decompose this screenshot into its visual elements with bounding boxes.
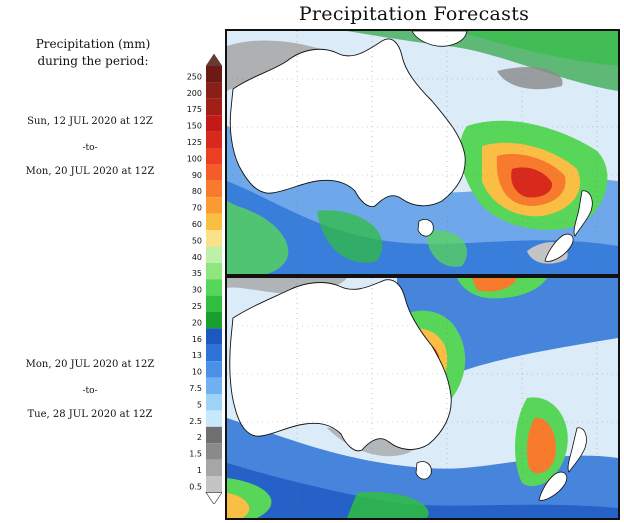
legend-title-line2: during the period: [37,54,149,68]
scale-swatch [206,361,222,378]
scale-swatch [206,213,222,230]
scale-swatch [206,66,222,83]
precipitation-color-scale: 2502001751501251009080706050403530252016… [187,53,222,504]
scale-swatch [206,115,222,132]
legend-title-line1: Precipitation (mm) [35,37,151,51]
scale-label: 50 [192,236,202,245]
scale-label: 10 [192,368,202,377]
period-2-start: Mon, 20 JUL 2020 at 12Z [25,359,155,370]
scale-label: 100 [187,154,202,163]
scale-label: 2.5 [189,417,202,426]
period-1-start: Sun, 12 JUL 2020 at 12Z [27,116,153,127]
scale-swatch [206,98,222,116]
scale-swatch [206,82,222,99]
scale-swatch [206,410,222,427]
scale-label: 5 [197,400,202,409]
period-1-label: Sun, 12 JUL 2020 at 12Z -to- Mon, 20 JUL… [10,116,170,178]
scale-swatch [206,426,222,444]
scale-label: 250 [187,72,202,81]
scale-label: 1 [197,466,202,475]
scale-top-arrow [205,53,222,67]
scale-label: 200 [187,89,202,98]
scale-label: 150 [187,122,202,131]
scale-label: 60 [192,220,202,229]
scale-swatch [206,394,222,411]
scale-label: 90 [192,171,202,180]
forecast-map-period-1 [225,29,620,276]
scale-label: 125 [187,138,202,147]
scale-label: 25 [192,302,202,311]
scale-label: 80 [192,187,202,196]
period-1-separator: -to- [82,143,98,153]
scale-swatch [206,246,222,263]
scale-swatch [206,180,222,198]
scale-label: 1.5 [189,450,202,459]
scale-label: 175 [187,105,202,114]
scale-label: 40 [192,253,202,262]
scale-swatch [206,164,222,181]
scale-swatch [206,443,222,460]
scale-label: 20 [192,318,202,327]
scale-swatch [206,344,222,362]
period-2-separator: -to- [82,386,98,396]
scale-swatch [206,459,222,476]
scale-swatch [206,262,222,280]
scale-swatch [206,230,222,247]
scale-label: 0.5 [189,482,202,491]
scale-swatch [206,295,222,312]
scale-swatch [206,148,222,165]
scale-swatch [206,197,222,214]
scale-swatch [206,312,222,329]
scale-swatch [206,377,222,394]
scale-label: 35 [192,269,202,278]
scale-label: 30 [192,286,202,295]
forecast-map-period-2 [225,276,620,520]
scale-label: 2 [197,433,202,442]
period-2-label: Mon, 20 JUL 2020 at 12Z -to- Tue, 28 JUL… [10,359,170,421]
scale-label: 13 [192,351,202,360]
page-title: Precipitation Forecasts [298,3,530,25]
scale-label: 16 [192,335,202,344]
scale-swatch [206,279,222,296]
period-1-end: Mon, 20 JUL 2020 at 12Z [25,166,155,177]
scale-swatch [206,476,222,493]
legend-title: Precipitation (mm) during the period: [18,36,168,70]
scale-label: 70 [192,204,202,213]
scale-swatch [206,328,222,345]
period-2-end: Tue, 28 JUL 2020 at 12Z [27,409,153,420]
scale-bottom-arrow [205,492,222,504]
scale-swatch [206,131,222,148]
scale-label: 7.5 [189,384,202,393]
